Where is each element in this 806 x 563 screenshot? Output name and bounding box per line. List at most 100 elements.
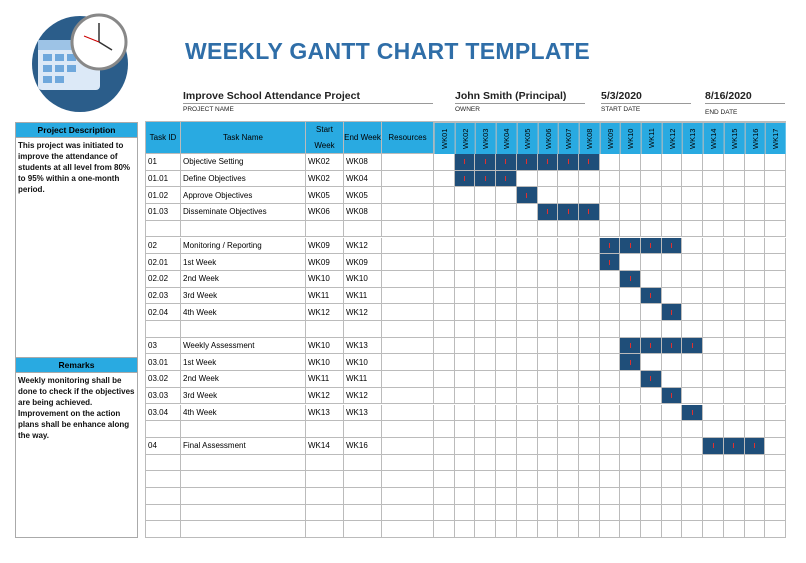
gantt-cell (516, 321, 538, 338)
gantt-cell (744, 387, 766, 405)
gantt-cell (744, 254, 766, 271)
gantt-cell (641, 170, 662, 188)
gantt-cell (516, 454, 538, 472)
gantt-cell (682, 204, 704, 221)
week-header: WK12 (661, 122, 683, 154)
table-cell: WK02 (306, 154, 344, 171)
gantt-cell (537, 471, 559, 488)
gantt-cell (434, 237, 455, 255)
gantt-cell (454, 220, 476, 238)
week-header: WK04 (496, 122, 517, 154)
table-cell (382, 270, 434, 288)
gantt-cell (537, 437, 559, 455)
gantt-bar-cell (682, 404, 704, 422)
gantt-cell (723, 287, 745, 305)
table-cell (344, 488, 382, 505)
remark-line: Improvement on the action plans shall be… (18, 409, 130, 440)
gantt-cell (723, 488, 745, 505)
gantt-cell (496, 371, 517, 388)
gantt-cell (703, 371, 724, 388)
gantt-cell (537, 220, 559, 238)
table-cell (146, 321, 181, 338)
gantt-bar-cell (641, 371, 662, 388)
gantt-cell (620, 204, 642, 221)
gantt-cell (475, 304, 497, 321)
table-cell: 4th Week (181, 304, 306, 321)
gantt-cell (744, 504, 766, 522)
week-header: WK13 (682, 122, 704, 154)
gantt-cell (578, 404, 600, 422)
gantt-cell (537, 521, 559, 539)
gantt-cell (703, 254, 724, 271)
gantt-cell (765, 237, 786, 255)
gantt-cell (682, 170, 704, 188)
table-cell: 01 (146, 154, 181, 171)
gantt-cell (434, 204, 455, 221)
week-header: WK15 (723, 122, 745, 154)
gantt-cell (765, 254, 786, 271)
gantt-cell (620, 371, 642, 388)
gantt-cell (744, 237, 766, 255)
gantt-cell (703, 220, 724, 238)
gantt-cell (516, 387, 538, 405)
gantt-cell (620, 387, 642, 405)
table-cell: Monitoring / Reporting (181, 237, 306, 255)
table-cell: WK11 (306, 371, 344, 388)
owner-label: OWNER (455, 106, 480, 113)
gantt-cell (703, 321, 724, 338)
gantt-cell (744, 287, 766, 305)
gantt-cell (620, 404, 642, 422)
gantt-cell (454, 421, 476, 438)
gantt-cell (744, 454, 766, 472)
gantt-cell (434, 270, 455, 288)
gantt-cell (599, 488, 621, 505)
gantt-cell (454, 504, 476, 522)
table-cell (181, 220, 306, 238)
gantt-cell (434, 304, 455, 321)
gantt-bar-cell (475, 170, 497, 188)
table-cell: WK11 (344, 371, 382, 388)
week-header: WK07 (558, 122, 579, 154)
table-cell (181, 421, 306, 438)
gantt-bar-cell (661, 387, 683, 405)
gantt-cell (558, 371, 579, 388)
table-cell: WK12 (344, 304, 382, 321)
gantt-cell (599, 354, 621, 372)
gantt-cell (765, 170, 786, 188)
table-cell (306, 488, 344, 505)
table-cell: 1st Week (181, 354, 306, 372)
week-header: WK09 (599, 122, 621, 154)
table-cell: 2nd Week (181, 270, 306, 288)
table-cell: 02 (146, 237, 181, 255)
gantt-cell (496, 387, 517, 405)
gantt-cell (599, 321, 621, 338)
gantt-cell (558, 471, 579, 488)
week-header: WK01 (434, 122, 455, 154)
gantt-cell (537, 254, 559, 271)
week-header: WK11 (641, 122, 662, 154)
gantt-cell (703, 387, 724, 405)
gantt-cell (475, 387, 497, 405)
gantt-cell (454, 187, 476, 205)
table-cell: WK09 (306, 254, 344, 271)
gantt-cell (765, 337, 786, 355)
gantt-cell (661, 220, 683, 238)
gantt-bar-cell (744, 437, 766, 455)
gantt-cell (454, 270, 476, 288)
gantt-cell (558, 321, 579, 338)
gantt-cell (703, 521, 724, 539)
gantt-cell (641, 154, 662, 171)
table-cell (181, 454, 306, 472)
gantt-cell (496, 287, 517, 305)
gantt-bar-cell (641, 337, 662, 355)
gantt-cell (558, 504, 579, 522)
table-cell (382, 187, 434, 205)
week-header: WK10 (620, 122, 642, 154)
gantt-cell (682, 237, 704, 255)
gantt-cell (744, 220, 766, 238)
table-cell: 03.04 (146, 404, 181, 422)
gantt-cell (578, 254, 600, 271)
gantt-cell (496, 187, 517, 205)
gantt-bar-cell (558, 154, 579, 171)
gantt-cell (516, 337, 538, 355)
